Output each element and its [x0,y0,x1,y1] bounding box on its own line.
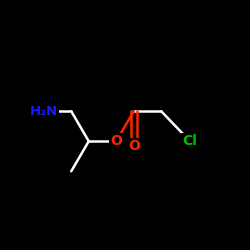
Text: Cl: Cl [182,134,198,148]
Text: O: O [110,134,122,148]
Text: O: O [128,139,140,153]
Text: H₂N: H₂N [30,105,58,118]
